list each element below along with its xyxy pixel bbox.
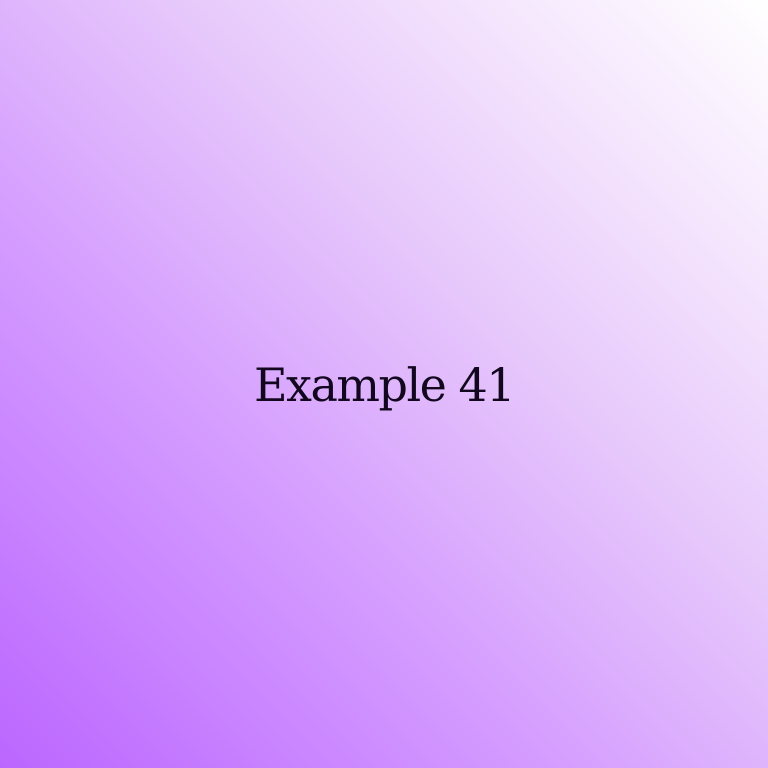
page-title: Example 41 <box>253 358 516 412</box>
